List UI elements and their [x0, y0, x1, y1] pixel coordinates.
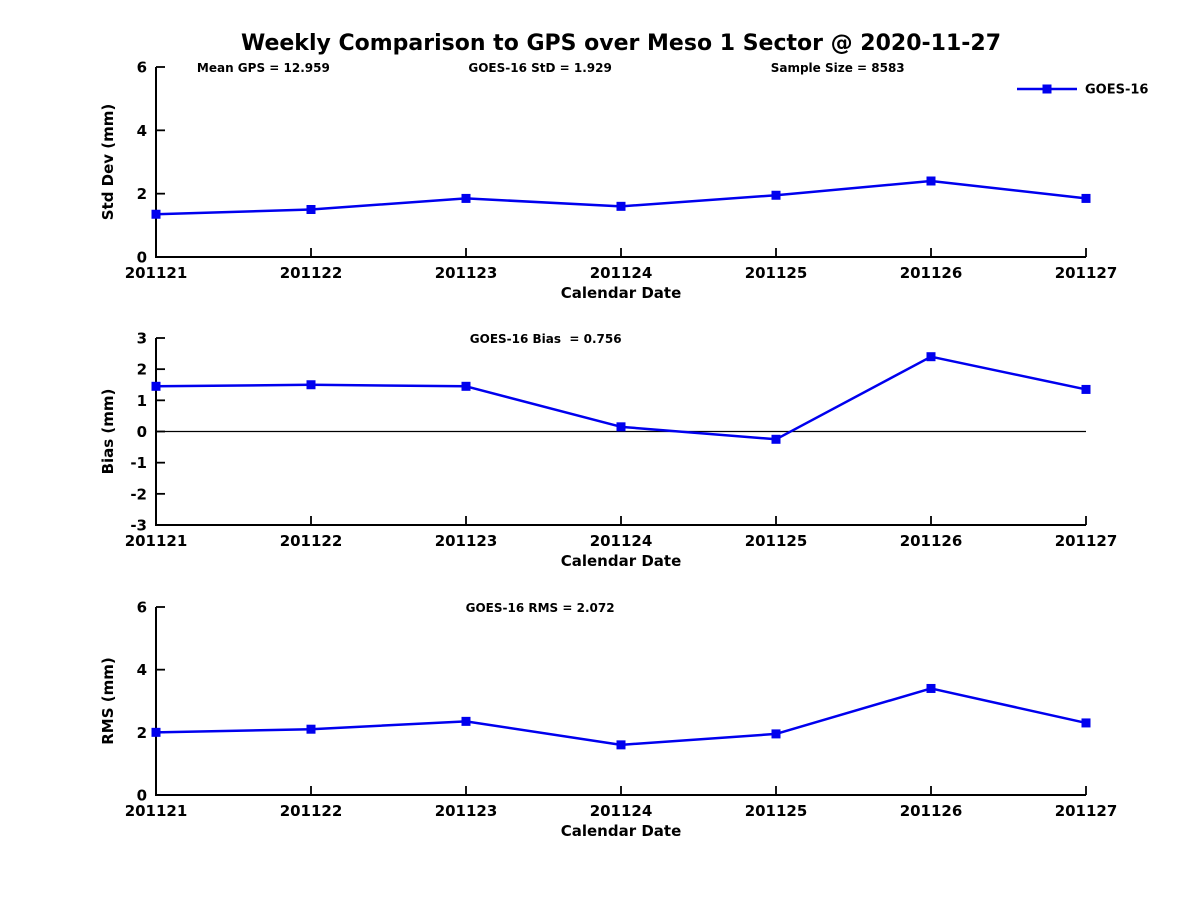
y-tick-label: 2 — [137, 185, 147, 203]
annotation: Sample Size = 8583 — [771, 61, 905, 75]
annotation: GOES-16 RMS = 2.072 — [466, 601, 615, 615]
x-tick-label: 201123 — [435, 264, 498, 282]
x-tick-label: 201123 — [435, 532, 498, 550]
annotation: GOES-16 StD = 1.929 — [468, 61, 611, 75]
y-tick-label: -1 — [130, 454, 147, 472]
y-tick-label: 2 — [137, 361, 147, 379]
x-tick-label: 201125 — [745, 264, 808, 282]
x-tick-label: 201126 — [900, 802, 963, 820]
data-point-marker — [461, 193, 471, 203]
subplot-std-dev: 0 2 4 6 201121 201122 201123 201124 201125 201126… — [99, 59, 1148, 303]
x-tick-label: 201124 — [590, 264, 653, 282]
x-tick-label: 201121 — [125, 532, 188, 550]
data-point-marker — [616, 422, 626, 432]
data-point-marker — [926, 683, 936, 693]
subplot-bias: -3 -2 -1 0 1 2 3 201121 201122 201123 201124 201125… — [99, 330, 1117, 571]
x-axis-title: Calendar Date — [561, 552, 682, 570]
y-tick-label: 0 — [137, 249, 147, 267]
x-tick-label: 201125 — [745, 802, 808, 820]
y-tick-label: 0 — [137, 423, 147, 441]
data-point-marker — [1081, 718, 1091, 728]
data-point-marker — [151, 727, 161, 737]
data-point-marker — [461, 716, 471, 726]
x-tick-label: 201123 — [435, 802, 498, 820]
y-tick-label: 4 — [137, 122, 147, 140]
x-tick-label: 201127 — [1055, 264, 1118, 282]
data-point-marker — [151, 209, 161, 219]
x-tick-label: 201121 — [125, 802, 188, 820]
legend-label: GOES-16 — [1085, 83, 1148, 98]
data-point-marker — [926, 352, 936, 362]
x-tick-label: 201121 — [125, 264, 188, 282]
y-tick-label: -3 — [130, 517, 147, 535]
x-tick-label: 201122 — [280, 264, 343, 282]
y-axis-title: Bias (mm) — [99, 389, 117, 475]
y-tick-label: 6 — [137, 599, 147, 617]
data-point-marker — [461, 381, 471, 391]
y-tick-label: 1 — [137, 392, 147, 410]
data-point-marker — [771, 434, 781, 444]
y-tick-label: 3 — [137, 330, 147, 348]
data-point-marker — [771, 190, 781, 200]
data-point-marker — [306, 724, 316, 734]
data-point-marker — [1081, 384, 1091, 394]
x-tick-label: 201122 — [280, 532, 343, 550]
data-point-marker — [151, 381, 161, 391]
y-tick-label: -2 — [130, 485, 147, 503]
x-tick-label: 201126 — [900, 532, 963, 550]
x-axis-title: Calendar Date — [561, 822, 682, 840]
subplot-rms: 0 2 4 6 201121 201122 201123 201124 201125 201126… — [99, 599, 1117, 841]
x-tick-label: 201127 — [1055, 802, 1118, 820]
y-tick-label: 4 — [137, 661, 147, 679]
y-axis-title: Std Dev (mm) — [99, 104, 117, 221]
axes-spines — [155, 67, 1086, 258]
y-axis-title: RMS (mm) — [99, 657, 117, 744]
data-point-marker — [616, 201, 626, 211]
legend: GOES-16 — [1017, 83, 1148, 98]
legend-marker — [1042, 84, 1052, 94]
data-point-marker — [1081, 193, 1091, 203]
x-tick-label: 201127 — [1055, 532, 1118, 550]
data-point-marker — [306, 380, 316, 390]
y-tick-label: 0 — [137, 787, 147, 805]
x-tick-label: 201125 — [745, 532, 808, 550]
y-tick-label: 2 — [137, 724, 147, 742]
annotation: Mean GPS = 12.959 — [197, 61, 330, 75]
x-tick-label: 201124 — [590, 802, 653, 820]
x-tick-label: 201124 — [590, 532, 653, 550]
data-point-marker — [306, 205, 316, 214]
y-tick-label: 6 — [137, 59, 147, 77]
x-tick-label: 201122 — [280, 802, 343, 820]
x-tick-label: 201126 — [900, 264, 963, 282]
data-point-marker — [616, 740, 626, 750]
x-axis-title: Calendar Date — [561, 284, 682, 302]
chart-title: Weekly Comparison to GPS over Meso 1 Sec… — [240, 31, 1002, 56]
data-point-marker — [771, 729, 781, 739]
axes-spines — [155, 607, 1086, 796]
annotation: GOES-16 Bias = 0.756 — [470, 332, 622, 346]
series-line-goes-16 — [155, 687, 1087, 747]
data-point-marker — [926, 176, 936, 186]
